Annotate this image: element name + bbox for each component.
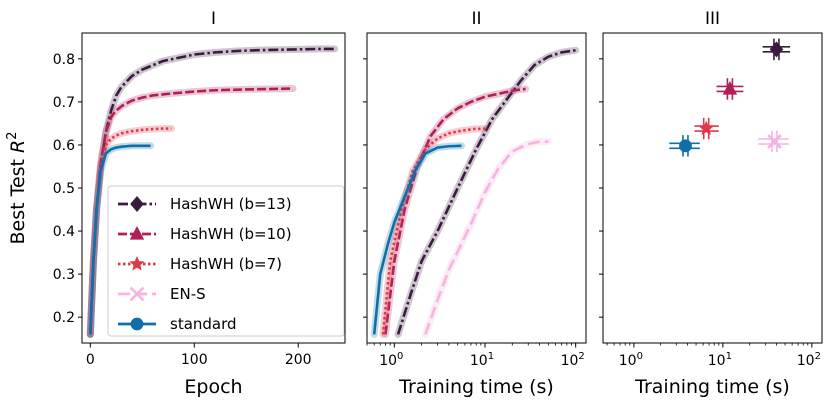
legend-label: HashWH (b=10) [170, 225, 292, 243]
panel-title: II [471, 9, 481, 29]
legend-label: HashWH (b=13) [170, 195, 292, 213]
series-band-2 [379, 125, 489, 338]
x-axis-label: Training time (s) [398, 376, 554, 398]
x-tick-label: 100 [379, 351, 403, 369]
legend-marker-shape [129, 256, 145, 271]
point-en-s-marker-stroke-b [767, 134, 782, 149]
panel-3: III 100 101 102 Training time (s) [599, 9, 823, 398]
series-line-standard [89, 144, 151, 335]
legend-box [107, 185, 345, 337]
point-hashwh-b-10--marker [722, 80, 738, 95]
point-standard-marker [679, 139, 692, 153]
series-line-hashwh-b-13- [396, 48, 576, 335]
series-band-3 [421, 138, 552, 338]
legend-label: standard [170, 315, 237, 333]
legend-marker [130, 317, 144, 331]
y-axis-label: Best Test R2 [5, 131, 29, 244]
y-tick-label: 0.8 [53, 52, 75, 68]
x-axis-label: Training time (s) [634, 376, 790, 398]
point-hashwh-b-7- [694, 117, 719, 140]
panel-title: I [211, 9, 216, 29]
legend-item-standard: standard [118, 315, 237, 333]
x-tick-label: 200 [285, 352, 312, 368]
y-tick-label: 0.2 [53, 310, 75, 326]
series-line-hashwh-b-13- [89, 47, 335, 335]
legend-item-hashwh-b-10-: HashWH (b=10) [118, 225, 292, 243]
legend-item-en-s: EN-S [118, 285, 206, 303]
y-tick-label: 0.6 [53, 138, 75, 154]
legend-marker [129, 226, 145, 240]
point-hashwh-b-13--marker [769, 41, 784, 58]
legend-item-hashwh-b-13-: HashWH (b=13) [118, 195, 292, 213]
y-tick-label: 0.7 [53, 95, 75, 111]
series-line-hashwh-b-10- [384, 87, 526, 335]
x-tick-label: 102 [797, 351, 821, 369]
axes-frame [366, 32, 587, 344]
point-hashwh-b-7--marker-shape [698, 120, 714, 136]
legend-label: HashWH (b=7) [170, 255, 282, 273]
point-en-s [758, 130, 789, 153]
axes-frame [602, 32, 823, 344]
x-tick-label: 102 [561, 351, 585, 369]
legend-marker [129, 256, 145, 271]
x-axis-label: Epoch [184, 376, 242, 398]
x-tick-label: 0 [86, 352, 95, 368]
point-hashwh-b-10--marker-shape [722, 80, 738, 95]
panel-1: I 0.2 0.3 0.4 0.5 0.6 0.7 0.8 0 100 200 Epoch Best T… [5, 9, 346, 398]
legend-label: EN-S [170, 285, 206, 303]
y-tick-label: 0.3 [53, 267, 75, 283]
y-tick-label: 0.4 [53, 224, 75, 240]
series-line-en-s [424, 140, 549, 335]
point-hashwh-b-13--marker-shape [769, 41, 784, 58]
legend-marker-shape [129, 226, 145, 240]
x-tick-label: 100 [619, 351, 643, 369]
series-line-standard [372, 144, 462, 335]
legend-marker [130, 196, 144, 212]
legend-marker-stroke-b [129, 286, 145, 302]
legend-marker-shape [130, 317, 144, 331]
x-tick-label: 101 [470, 351, 494, 369]
point-hashwh-b-7--marker [698, 120, 714, 136]
point-hashwh-b-13- [762, 38, 791, 61]
y-tick-label: 0.5 [53, 181, 75, 197]
legend-item-hashwh-b-7-: HashWH (b=7) [118, 255, 282, 273]
x-tick-label: 101 [708, 351, 732, 369]
legend-marker-shape [130, 196, 144, 212]
point-en-s-marker [767, 134, 782, 149]
x-tick-label: 100 [181, 352, 208, 368]
legend-marker [129, 286, 145, 302]
point-standard-marker-shape [679, 139, 692, 153]
point-standard [669, 135, 700, 157]
panel-2: II 100 101 102 Training time (s) [363, 9, 587, 398]
panel-title: III [705, 9, 720, 29]
legend: HashWH (b=13) HashWH (b=10) HashWH (b=7) EN… [107, 185, 345, 337]
point-hashwh-b-10- [716, 78, 744, 100]
